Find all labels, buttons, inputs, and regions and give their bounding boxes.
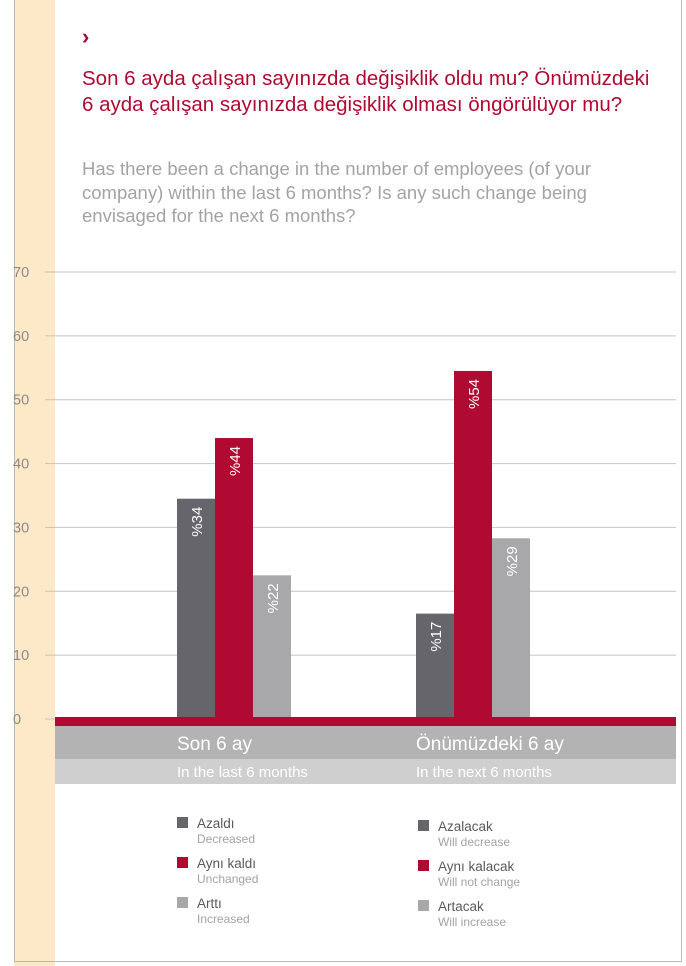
legend-left: Azaldı Decreased Aynı kaldı Unchanged Arttı I… xyxy=(177,817,258,937)
legend-item: Aynı kalacak Will not change xyxy=(418,860,520,894)
legend-label: Arttı xyxy=(197,896,222,911)
legend-label: Azalacak xyxy=(438,819,493,834)
legend-sublabel: Decreased xyxy=(197,832,256,846)
y-tick-label: 70 xyxy=(13,265,29,281)
bars xyxy=(177,370,530,719)
bar-chart: 0 10 20 30 40 50 60 70 %34 %17 %44 %54 %22 %29 Son 6… xyxy=(13,265,676,784)
category-sublabel: In the last 6 months xyxy=(177,764,308,781)
category-band-dark xyxy=(55,726,676,759)
data-label: %34 xyxy=(189,507,206,537)
y-tick-label: 0 xyxy=(13,712,21,728)
y-tick-label: 30 xyxy=(13,520,29,536)
legend-sublabel: Will increase xyxy=(438,915,507,929)
data-labels: %34 %17 %44 %54 %22 %29 xyxy=(189,379,521,652)
legend-sublabel: Increased xyxy=(197,912,250,926)
legend-sublabel: Will decrease xyxy=(438,835,511,849)
y-tick-label: 10 xyxy=(13,648,29,664)
legend-label: Azaldı xyxy=(197,816,235,831)
y-tick-label: 60 xyxy=(13,329,29,345)
bar xyxy=(215,438,253,719)
legend-swatch xyxy=(177,897,188,908)
bar xyxy=(492,538,530,719)
data-label: %17 xyxy=(428,622,445,652)
legend-label: Aynı kaldı xyxy=(197,856,257,871)
legend-swatch xyxy=(418,900,429,911)
question-title-english: Has there been a change in the number of… xyxy=(82,158,592,226)
chevron-right-icon: › xyxy=(82,24,90,49)
legend-sublabel: Unchanged xyxy=(197,872,259,886)
bar xyxy=(416,613,454,719)
legend-label: Aynı kalacak xyxy=(438,859,515,874)
legend-item: Aynı kaldı Unchanged xyxy=(177,857,258,891)
legend-item: Artacak Will increase xyxy=(418,900,520,934)
legend-item: Azalacak Will decrease xyxy=(418,820,520,854)
y-tick-label: 20 xyxy=(13,584,29,600)
legend-swatch xyxy=(418,860,429,871)
data-label: %22 xyxy=(265,583,282,613)
legend-item: Azaldı Decreased xyxy=(177,817,258,851)
y-tick-label: 50 xyxy=(13,393,29,409)
sidebar-strip xyxy=(14,0,55,966)
category-band: Son 6 ay In the last 6 months Önümüzdeki 6… xyxy=(55,717,676,784)
category-band-light xyxy=(55,759,676,784)
legend-swatch xyxy=(177,857,188,868)
category-sublabel: In the next 6 months xyxy=(416,764,552,781)
category-label: Son 6 ay xyxy=(177,734,252,755)
bar xyxy=(454,370,492,719)
legend-swatch xyxy=(177,817,188,828)
grid-lines: 0 10 20 30 40 50 60 70 xyxy=(13,265,676,728)
y-tick-label: 40 xyxy=(13,457,29,473)
question-title-turkish: Son 6 ayda çalışan sayınızda değişiklik … xyxy=(82,67,650,116)
legend-item: Arttı Increased xyxy=(177,897,258,931)
category-label: Önümüzdeki 6 ay xyxy=(416,734,564,755)
legend-right: Azalacak Will decrease Aynı kalacak Will no… xyxy=(418,820,520,940)
data-label: %29 xyxy=(504,546,521,576)
legend-swatch xyxy=(418,820,429,831)
legend-sublabel: Will not change xyxy=(438,875,521,889)
x-axis-bar xyxy=(55,717,676,726)
data-label: %54 xyxy=(466,379,483,409)
bar xyxy=(177,498,215,719)
data-label: %44 xyxy=(227,446,244,476)
bar xyxy=(253,575,291,719)
legend-label: Artacak xyxy=(438,899,484,914)
